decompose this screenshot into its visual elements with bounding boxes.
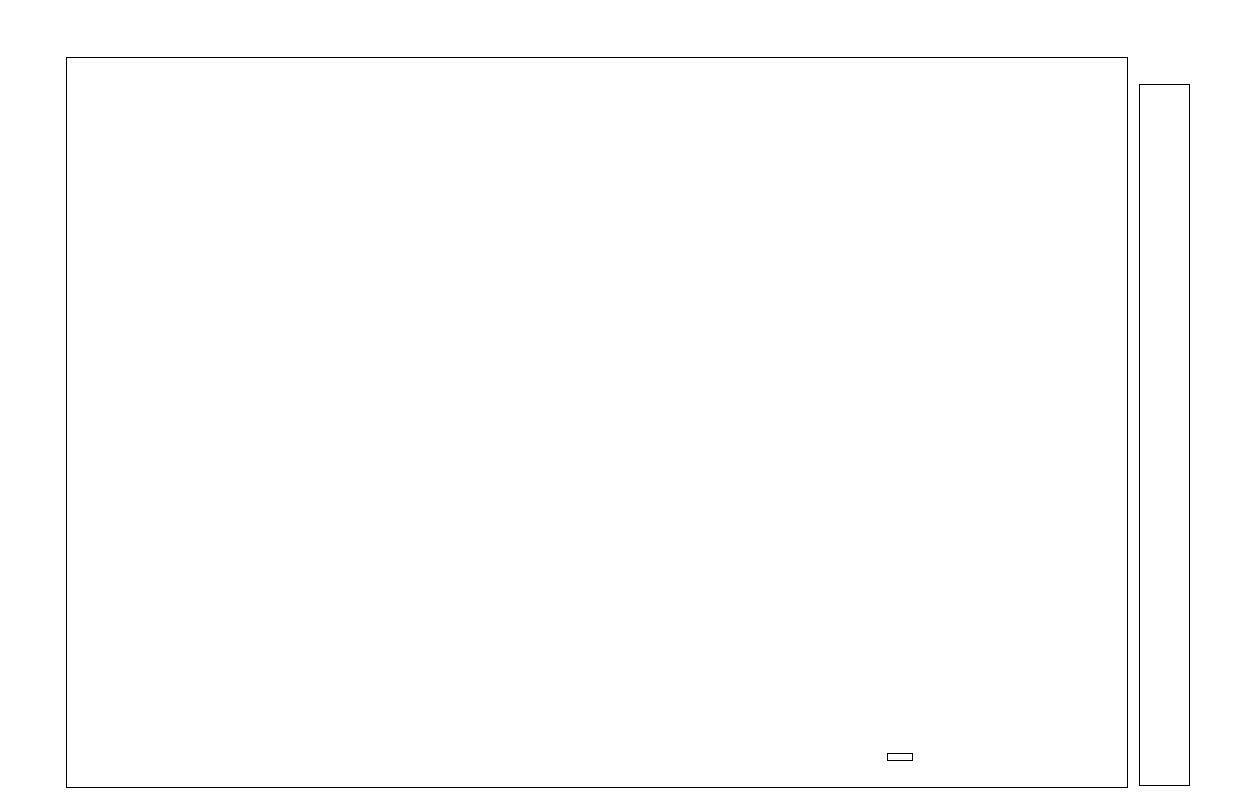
credit-box [887, 753, 913, 761]
colorbar-gradient [1139, 84, 1190, 786]
colorbar [1139, 56, 1259, 796]
weather-map [67, 58, 1127, 787]
colorbar-extend-arrow [1139, 56, 1192, 86]
map-frame [66, 57, 1128, 788]
